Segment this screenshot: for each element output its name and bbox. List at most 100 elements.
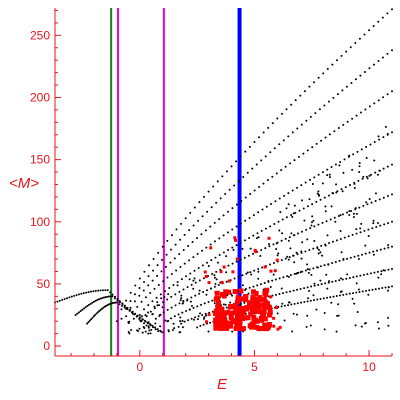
black-point: [324, 282, 327, 285]
black-point: [271, 175, 274, 178]
black-point: [313, 284, 316, 287]
black-point: [271, 122, 274, 125]
black-point: [346, 273, 349, 276]
red-point: [219, 292, 225, 298]
black-point: [283, 304, 286, 307]
black-point: [290, 303, 293, 306]
x-tick-label: 5: [251, 360, 258, 374]
red-point: [260, 326, 266, 332]
black-point: [124, 305, 127, 308]
black-point: [376, 249, 379, 252]
black-point: [75, 294, 78, 297]
black-point: [287, 239, 290, 242]
black-point: [355, 291, 358, 294]
black-point: [309, 299, 312, 302]
black-point: [198, 289, 201, 292]
black-point: [151, 313, 154, 316]
black-point: [310, 224, 313, 227]
black-point: [193, 269, 196, 272]
black-point: [185, 275, 188, 278]
black-point: [328, 133, 331, 136]
black-point: [162, 280, 165, 283]
red-point: [204, 274, 208, 278]
black-point: [278, 277, 281, 280]
black-point: [304, 250, 307, 253]
black-point: [345, 293, 348, 296]
black-point: [153, 305, 156, 308]
black-point: [179, 320, 182, 323]
black-point: [215, 278, 218, 281]
black-point: [147, 321, 150, 324]
black-point: [308, 178, 311, 181]
black-point: [319, 198, 322, 201]
red-point: [249, 326, 253, 330]
red-point: [214, 308, 220, 314]
black-point: [140, 300, 143, 303]
red-point: [269, 295, 273, 299]
black-point: [96, 299, 99, 302]
black-point: [303, 90, 306, 93]
black-point: [248, 236, 251, 239]
black-point: [235, 244, 238, 247]
black-point: [296, 232, 299, 235]
black-point: [194, 316, 197, 319]
black-point: [291, 330, 294, 333]
black-point: [337, 314, 340, 317]
black-point: [180, 222, 183, 225]
black-point: [227, 264, 230, 267]
black-point: [305, 325, 308, 328]
black-point: [218, 254, 221, 257]
red-point: [207, 313, 211, 317]
black-point: [198, 201, 201, 204]
black-point: [276, 117, 279, 120]
black-point: [382, 269, 385, 272]
black-point: [250, 273, 253, 276]
black-point: [344, 186, 347, 189]
black-point: [341, 213, 344, 216]
black-point: [204, 229, 207, 232]
black-point: [157, 330, 160, 333]
black-point: [362, 204, 365, 207]
black-point: [325, 273, 328, 276]
black-point: [123, 306, 126, 309]
black-point: [188, 308, 191, 311]
black-point: [196, 305, 199, 308]
black-point: [192, 318, 195, 321]
black-point: [241, 247, 244, 250]
red-point: [252, 320, 256, 324]
black-point: [211, 272, 214, 275]
black-point: [231, 330, 234, 333]
black-point: [303, 300, 306, 303]
black-point: [348, 292, 351, 295]
black-point: [239, 258, 242, 261]
black-point: [225, 170, 228, 173]
black-point: [131, 311, 134, 314]
black-point: [182, 288, 185, 291]
black-point: [228, 188, 231, 191]
red-point: [250, 297, 256, 303]
black-point: [311, 146, 314, 149]
black-point: [253, 269, 256, 272]
black-point: [368, 174, 371, 177]
black-point: [391, 163, 393, 166]
black-point: [283, 319, 286, 322]
black-point: [319, 297, 322, 300]
black-point: [196, 318, 199, 321]
black-point: [204, 312, 207, 315]
black-point: [361, 177, 364, 180]
black-point: [362, 273, 365, 276]
red-point: [276, 327, 280, 331]
red-point: [273, 269, 277, 273]
red-point: [259, 309, 265, 315]
black-point: [233, 277, 236, 280]
black-point: [364, 108, 367, 111]
black-point: [332, 96, 335, 99]
black-point: [328, 176, 331, 179]
black-point: [280, 287, 283, 290]
black-point: [211, 299, 214, 302]
black-point: [373, 102, 376, 105]
black-point: [382, 196, 385, 199]
black-point: [244, 219, 247, 222]
black-point: [365, 145, 368, 148]
